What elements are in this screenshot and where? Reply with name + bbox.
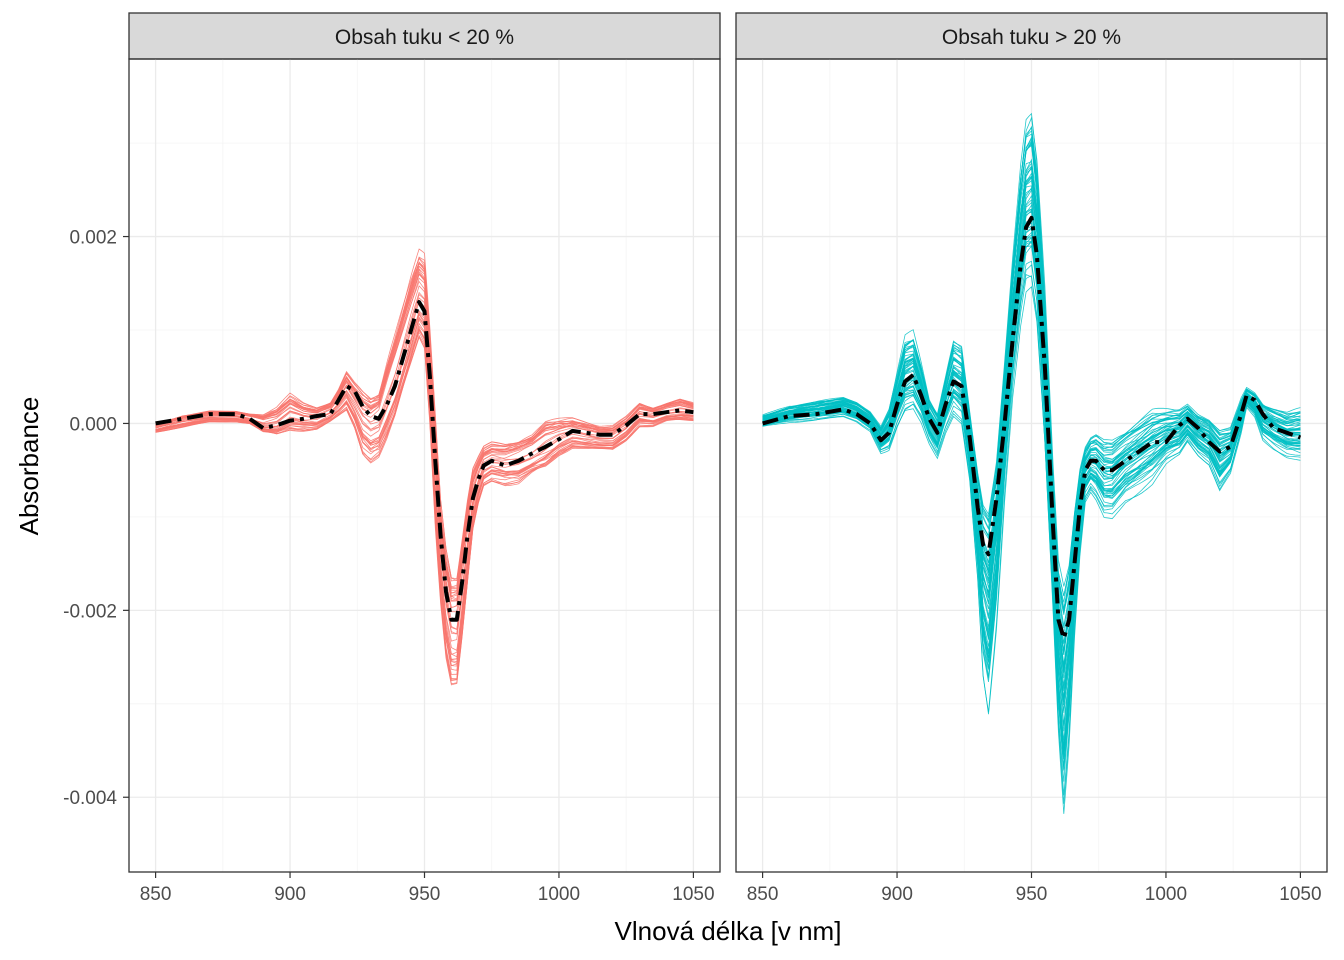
- x-axis-left: 850 900 950 1000 1050: [140, 872, 715, 905]
- strip-fat-above-20: [735, 12, 1328, 60]
- y-tick-label: 0.000: [69, 414, 117, 435]
- x-tick-label: 900: [881, 884, 913, 905]
- y-tick-label: -0.004: [63, 788, 117, 809]
- x-tick-label: 850: [140, 884, 172, 905]
- spectrum-line: [762, 158, 1301, 627]
- spectrum-line: [155, 261, 694, 602]
- y-axis-title: Absorbance: [14, 397, 44, 536]
- strip-fat-below-20: [128, 12, 721, 60]
- x-tick-label: 850: [747, 884, 779, 905]
- spectrum-line: [762, 179, 1301, 665]
- spectrum-line: [762, 139, 1301, 597]
- spectrum-line: [762, 275, 1301, 814]
- spectrum-line: [762, 116, 1301, 587]
- spectra-left: [155, 248, 694, 686]
- spectrum-line: [155, 329, 694, 661]
- grid-right: [736, 59, 1327, 872]
- spectrum-line: [155, 336, 694, 680]
- spectrum-line: [762, 241, 1301, 726]
- x-axis-title: Vlnová délka [v nm]: [615, 916, 842, 946]
- spectrum-line: [762, 112, 1301, 610]
- spectrum-line: [762, 231, 1301, 712]
- x-tick-label: 1050: [672, 884, 714, 905]
- mean-spectrum-line: [762, 215, 1302, 641]
- grid-left: [129, 59, 720, 872]
- spectra-right: [762, 112, 1302, 814]
- spectrum-line: [155, 293, 694, 630]
- spectrum-line: [155, 291, 694, 635]
- spectrum-line: [762, 245, 1301, 752]
- y-axis: 0.002 0.000 -0.002 -0.004: [63, 228, 129, 809]
- strip-label-fat-above-20: Obsah tuku > 20 %: [942, 26, 1121, 49]
- x-tick-label: 900: [274, 884, 306, 905]
- mean-spectrum-line: [155, 300, 694, 622]
- spectrum-line: [762, 260, 1301, 796]
- x-tick-label: 1050: [1279, 884, 1321, 905]
- panel-fat-above-20: Obsah tuku > 20 % 850 900 950 1000 1050: [735, 12, 1328, 905]
- x-tick-label: 950: [1016, 884, 1048, 905]
- y-tick-label: -0.002: [63, 601, 117, 622]
- spectrum-line: [762, 166, 1301, 651]
- strip-label-fat-below-20: Obsah tuku < 20 %: [335, 26, 514, 49]
- x-tick-label: 1000: [1145, 884, 1187, 905]
- spectrum-line: [762, 188, 1301, 673]
- spectrum-line: [762, 208, 1301, 703]
- spectrum-line: [762, 126, 1301, 629]
- panel-fat-below-20: Obsah tuku < 20 % 850 900 950 1000 1050: [128, 12, 721, 905]
- x-tick-label: 950: [409, 884, 441, 905]
- y-tick-label: 0.002: [69, 228, 117, 249]
- x-tick-label: 1000: [538, 884, 580, 905]
- spectrum-line: [155, 310, 694, 652]
- x-axis-right: 850 900 950 1000 1050: [747, 872, 1322, 905]
